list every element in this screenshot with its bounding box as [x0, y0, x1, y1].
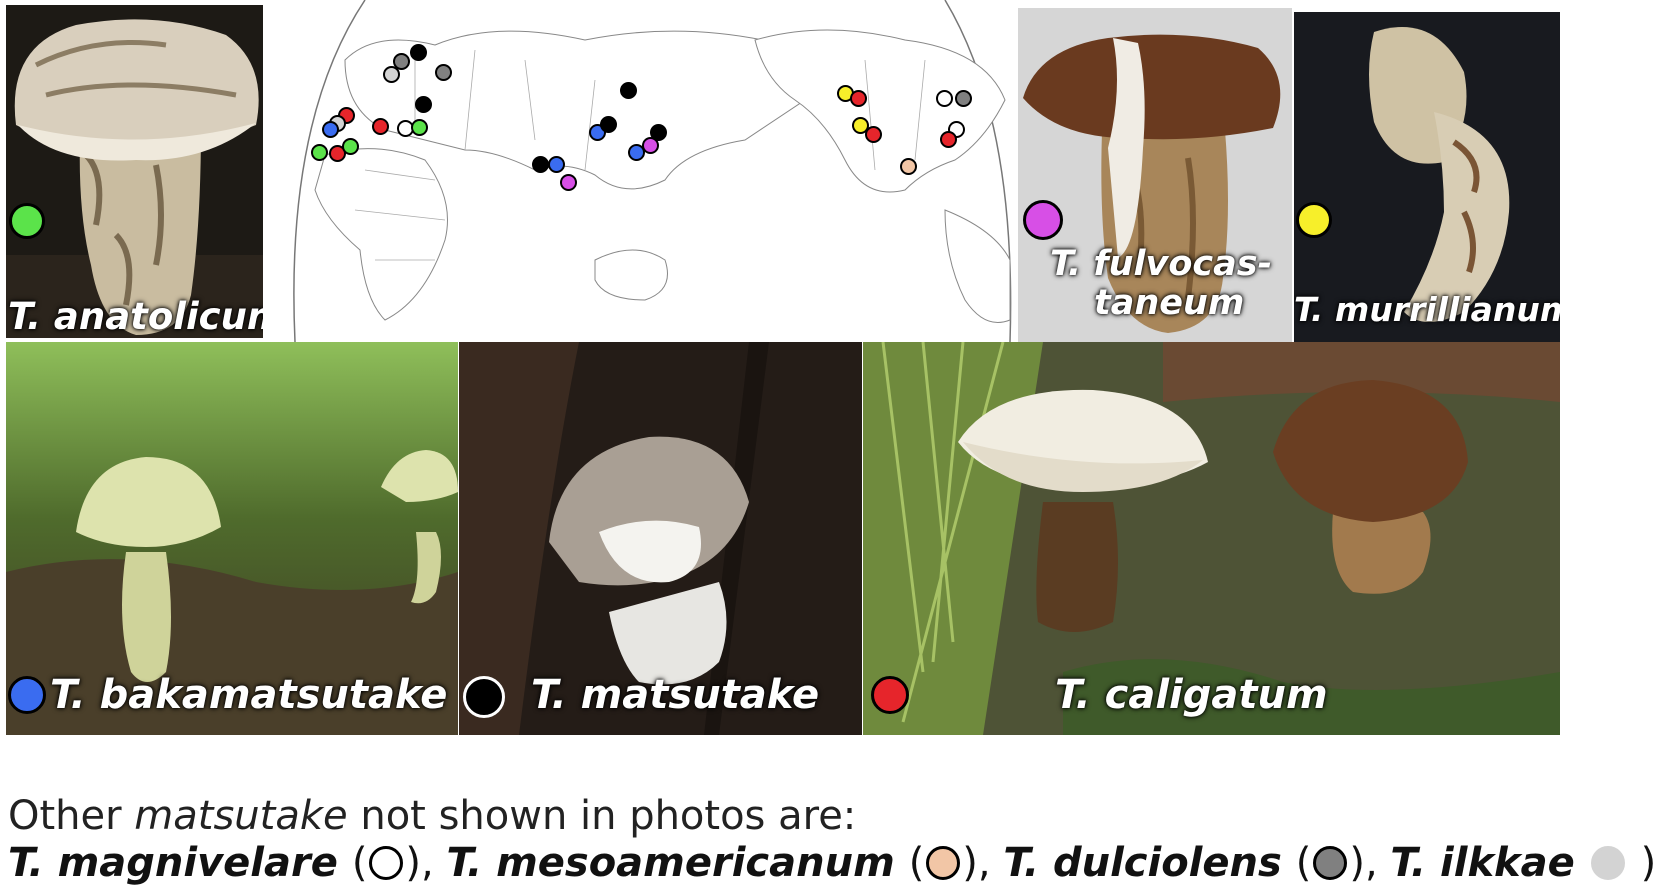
- map-dot: [435, 64, 452, 81]
- open-paren: (: [1295, 840, 1312, 886]
- magnivelare-color-dot: [369, 846, 404, 880]
- map-dot: [642, 137, 659, 154]
- world-map-outline: [293, 0, 1012, 342]
- map-dot: [411, 119, 428, 136]
- matsutake-label: T. matsutake: [531, 672, 820, 718]
- map-dot: [600, 116, 617, 133]
- fulvocastaneum-photo-image: [1018, 8, 1292, 342]
- map-dot: [900, 158, 917, 175]
- photo-murrillianum: T. murrillianum: [1294, 12, 1560, 342]
- separator: ,: [421, 840, 447, 886]
- map-dot: [865, 126, 882, 143]
- caligatum-photo-image: [863, 342, 1560, 735]
- map-dot: [850, 90, 867, 107]
- map-dot: [940, 131, 957, 148]
- photo-matsutake: T. matsutake: [459, 342, 862, 735]
- species-dulciolens: T. dulciolens: [1003, 840, 1282, 886]
- map-dot: [311, 144, 328, 161]
- anatolicum-color-dot: [9, 203, 45, 239]
- photo-anatolicum: T. anatolicum: [6, 5, 263, 338]
- map-dot: [383, 66, 400, 83]
- murrillianum-label: T. murrillianum: [1294, 290, 1560, 329]
- world-map: [265, 0, 1017, 342]
- caption-line2: T. magnivelare (), T. mesoamericanum (),…: [8, 840, 1656, 886]
- photo-caligatum: T. caligatum: [863, 342, 1560, 735]
- fulvocastaneum-label-line2: taneum: [1094, 283, 1245, 323]
- map-dot: [620, 82, 637, 99]
- map-dot: [560, 174, 577, 191]
- murrillianum-color-dot: [1296, 202, 1332, 238]
- matsutake-color-dot: [463, 676, 505, 718]
- map-dot: [650, 124, 667, 141]
- anatolicum-photo-image: [6, 5, 263, 338]
- species-magnivelare: T. magnivelare: [8, 840, 338, 886]
- caption-line1: Other matsutake not shown in photos are:: [8, 793, 856, 839]
- map-dot: [415, 96, 432, 113]
- matsutake-photo-image: [459, 342, 862, 735]
- bakamatsutake-photo-image: [6, 342, 458, 735]
- map-dot: [342, 138, 359, 155]
- separator: ,: [977, 840, 1004, 886]
- map-dot: [393, 53, 410, 70]
- close-paren: ): [1640, 840, 1657, 886]
- dulciolens-color-dot: [1313, 846, 1348, 880]
- close-paren: ): [962, 840, 978, 886]
- caligatum-label: T. caligatum: [1055, 672, 1328, 718]
- caligatum-color-dot: [871, 676, 909, 714]
- map-dot: [548, 156, 565, 173]
- map-dot: [936, 90, 953, 107]
- caption-prefix: Other: [8, 793, 135, 839]
- fulvocastaneum-color-dot: [1023, 200, 1063, 240]
- map-dot: [372, 118, 389, 135]
- species-ilkkae: T. ilkkae: [1390, 840, 1575, 886]
- close-paren: ): [1349, 840, 1365, 886]
- bakamatsutake-color-dot: [8, 676, 46, 714]
- photo-bakamatsutake: T. bakamatsutake: [6, 342, 458, 735]
- photo-fulvocastaneum: T. fulvocas- taneum: [1018, 8, 1292, 342]
- map-dot: [628, 144, 645, 161]
- map-dot: [322, 121, 339, 138]
- map-dot: [410, 44, 427, 61]
- open-paren: (: [908, 840, 925, 886]
- mesoamericanum-color-dot: [926, 846, 961, 880]
- caption-suffix: not shown in photos are:: [347, 793, 857, 839]
- ilkkae-color-dot: [1590, 846, 1625, 880]
- species-mesoamericanum: T. mesoamericanum: [446, 840, 895, 886]
- murrillianum-photo-image: [1294, 12, 1560, 342]
- map-dot: [955, 90, 972, 107]
- bakamatsutake-label: T. bakamatsutake: [50, 672, 448, 718]
- caption-italic-term: matsutake: [134, 793, 348, 839]
- anatolicum-label: T. anatolicum: [8, 295, 263, 338]
- separator: ,: [1364, 840, 1391, 886]
- close-paren: ): [405, 840, 422, 886]
- map-dot: [852, 117, 869, 134]
- open-paren: (: [351, 840, 368, 886]
- fulvocastaneum-label-line1: T. fulvocas-: [1050, 244, 1273, 284]
- map-dot: [532, 156, 549, 173]
